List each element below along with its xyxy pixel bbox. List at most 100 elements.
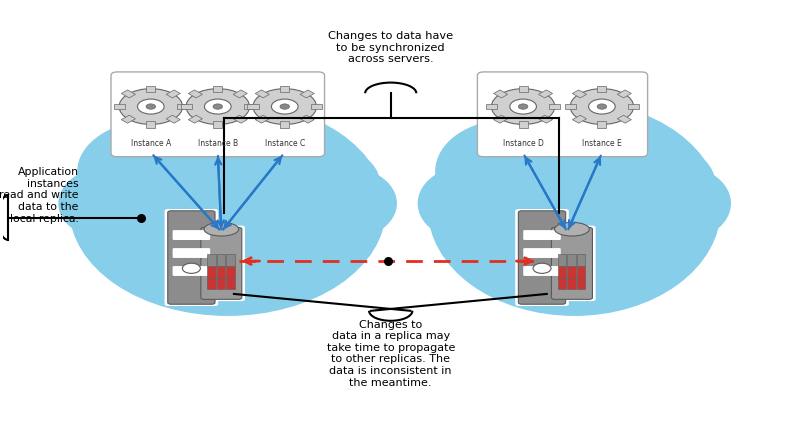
FancyBboxPatch shape bbox=[548, 226, 596, 301]
Bar bbox=[567, 254, 576, 266]
Text: Instance B: Instance B bbox=[198, 139, 238, 147]
Circle shape bbox=[119, 89, 183, 124]
FancyBboxPatch shape bbox=[214, 121, 222, 127]
Ellipse shape bbox=[554, 222, 589, 236]
FancyBboxPatch shape bbox=[114, 104, 125, 109]
FancyBboxPatch shape bbox=[166, 90, 180, 98]
Ellipse shape bbox=[628, 166, 730, 241]
Ellipse shape bbox=[552, 212, 683, 286]
Bar bbox=[226, 278, 235, 289]
Ellipse shape bbox=[139, 111, 284, 204]
Ellipse shape bbox=[465, 212, 596, 286]
Ellipse shape bbox=[59, 166, 169, 241]
Bar bbox=[207, 254, 216, 266]
FancyBboxPatch shape bbox=[523, 248, 561, 258]
Bar bbox=[558, 278, 566, 289]
FancyBboxPatch shape bbox=[180, 104, 191, 109]
Bar bbox=[217, 278, 225, 289]
Circle shape bbox=[213, 104, 222, 109]
Circle shape bbox=[271, 99, 298, 114]
Bar bbox=[567, 278, 576, 289]
FancyBboxPatch shape bbox=[121, 90, 135, 98]
FancyBboxPatch shape bbox=[597, 121, 607, 127]
Ellipse shape bbox=[70, 102, 385, 315]
FancyBboxPatch shape bbox=[539, 115, 553, 123]
FancyBboxPatch shape bbox=[515, 209, 569, 306]
FancyBboxPatch shape bbox=[486, 104, 497, 109]
FancyBboxPatch shape bbox=[233, 115, 248, 123]
Circle shape bbox=[491, 89, 554, 124]
FancyBboxPatch shape bbox=[523, 230, 561, 240]
FancyBboxPatch shape bbox=[198, 226, 245, 301]
Text: Changes to
data in a replica may
take time to propagate
to other replicas. The
d: Changes to data in a replica may take ti… bbox=[327, 320, 455, 388]
Circle shape bbox=[589, 99, 615, 114]
Circle shape bbox=[518, 104, 528, 109]
Bar bbox=[558, 254, 566, 266]
Bar bbox=[558, 266, 566, 278]
FancyBboxPatch shape bbox=[188, 90, 202, 98]
Ellipse shape bbox=[204, 222, 239, 236]
FancyBboxPatch shape bbox=[244, 104, 255, 109]
Circle shape bbox=[597, 104, 607, 109]
FancyBboxPatch shape bbox=[539, 90, 553, 98]
Text: Changes to data have
to be synchronized
across servers.: Changes to data have to be synchronized … bbox=[328, 31, 453, 64]
Ellipse shape bbox=[204, 212, 346, 286]
Ellipse shape bbox=[609, 146, 714, 218]
Ellipse shape bbox=[429, 102, 720, 315]
FancyBboxPatch shape bbox=[111, 72, 324, 157]
FancyBboxPatch shape bbox=[628, 104, 639, 109]
FancyBboxPatch shape bbox=[168, 211, 215, 304]
FancyBboxPatch shape bbox=[597, 86, 607, 92]
Ellipse shape bbox=[493, 111, 626, 204]
FancyBboxPatch shape bbox=[280, 121, 290, 127]
Bar bbox=[207, 266, 216, 278]
Ellipse shape bbox=[560, 123, 682, 209]
Ellipse shape bbox=[436, 120, 581, 222]
FancyBboxPatch shape bbox=[166, 115, 180, 123]
FancyBboxPatch shape bbox=[172, 230, 210, 240]
Text: Instance D: Instance D bbox=[502, 139, 543, 147]
FancyBboxPatch shape bbox=[188, 115, 202, 123]
Circle shape bbox=[509, 99, 536, 114]
Bar bbox=[577, 266, 585, 278]
FancyBboxPatch shape bbox=[248, 104, 259, 109]
Text: Instance E: Instance E bbox=[582, 139, 622, 147]
FancyBboxPatch shape bbox=[201, 227, 242, 299]
Circle shape bbox=[570, 89, 634, 124]
FancyBboxPatch shape bbox=[523, 266, 561, 276]
FancyBboxPatch shape bbox=[494, 115, 508, 123]
Bar bbox=[217, 266, 225, 278]
FancyBboxPatch shape bbox=[214, 86, 222, 92]
Bar bbox=[577, 254, 585, 266]
Bar bbox=[226, 266, 235, 278]
FancyBboxPatch shape bbox=[573, 90, 587, 98]
FancyBboxPatch shape bbox=[121, 115, 135, 123]
Ellipse shape bbox=[212, 123, 344, 209]
FancyBboxPatch shape bbox=[172, 266, 210, 276]
FancyBboxPatch shape bbox=[280, 86, 290, 92]
FancyBboxPatch shape bbox=[146, 86, 155, 92]
Text: Application
instances
read and write
data to the
local replica.: Application instances read and write dat… bbox=[0, 167, 78, 224]
FancyBboxPatch shape bbox=[478, 72, 648, 157]
FancyBboxPatch shape bbox=[165, 209, 218, 306]
Circle shape bbox=[253, 89, 316, 124]
FancyBboxPatch shape bbox=[300, 115, 314, 123]
FancyBboxPatch shape bbox=[549, 104, 560, 109]
Text: Instance A: Instance A bbox=[131, 139, 171, 147]
Circle shape bbox=[533, 263, 551, 274]
FancyBboxPatch shape bbox=[255, 90, 270, 98]
Bar bbox=[567, 266, 576, 278]
FancyBboxPatch shape bbox=[518, 211, 566, 304]
Bar bbox=[226, 254, 235, 266]
Circle shape bbox=[146, 104, 156, 109]
Bar bbox=[207, 278, 216, 289]
Bar bbox=[577, 278, 585, 289]
FancyBboxPatch shape bbox=[617, 115, 631, 123]
FancyBboxPatch shape bbox=[311, 104, 322, 109]
FancyBboxPatch shape bbox=[551, 227, 592, 299]
Ellipse shape bbox=[286, 166, 396, 241]
Ellipse shape bbox=[109, 212, 252, 286]
FancyBboxPatch shape bbox=[233, 90, 248, 98]
Text: Instance C: Instance C bbox=[265, 139, 305, 147]
FancyBboxPatch shape bbox=[300, 90, 314, 98]
